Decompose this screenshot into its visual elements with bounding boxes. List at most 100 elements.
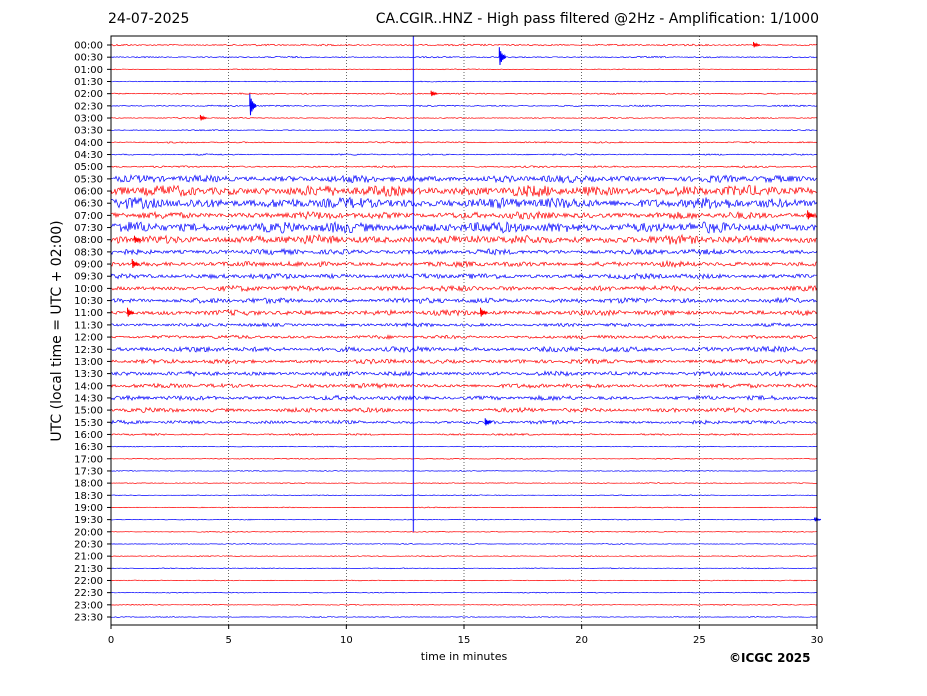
trace-17:00 <box>110 457 818 460</box>
x-axis-label: time in minutes <box>420 650 508 663</box>
trace-16:30 <box>110 445 818 448</box>
x-tick-label: 0 <box>108 635 114 646</box>
y-tick-label: 04:00 <box>74 138 103 149</box>
y-tick-label: 05:00 <box>74 162 103 173</box>
trace-22:30 <box>110 591 818 594</box>
trace-10:00 <box>110 284 818 293</box>
trace-05:30 <box>110 173 818 184</box>
y-tick-label: 02:30 <box>74 101 103 112</box>
trace-07:00 <box>110 210 818 221</box>
date-label: 24-07-2025 <box>108 11 190 27</box>
trace-08:00 <box>110 233 818 245</box>
y-tick-label: 14:00 <box>74 381 103 392</box>
event-15:30 <box>484 418 492 426</box>
trace-11:00 <box>110 308 818 317</box>
y-tick-label: 11:30 <box>74 320 103 331</box>
event-00:30 <box>498 47 507 66</box>
event-09:00 <box>131 259 139 269</box>
event-00:00 <box>753 41 761 48</box>
y-tick-label: 06:00 <box>74 187 103 198</box>
y-tick-label: 11:00 <box>74 308 103 319</box>
y-tick-label: 07:30 <box>74 223 103 234</box>
event-11:00 <box>480 307 488 317</box>
y-tick-label: 23:00 <box>74 600 103 611</box>
y-tick-label: 19:30 <box>74 515 103 526</box>
trace-09:30 <box>110 272 818 281</box>
y-tick-label: 16:00 <box>74 430 103 441</box>
y-axis-label: UTC (local time = UTC + 02:00) <box>49 220 65 442</box>
event-11:00 <box>127 307 135 317</box>
trace-03:30 <box>110 129 818 132</box>
y-tick-label: 23:30 <box>74 612 103 623</box>
y-tick-label: 21:00 <box>74 552 103 563</box>
y-tick-label: 22:30 <box>74 588 103 599</box>
y-tick-label: 22:00 <box>74 576 103 587</box>
y-tick-label: 01:00 <box>74 65 103 76</box>
y-tick-label: 19:00 <box>74 503 103 514</box>
y-tick-label: 10:00 <box>74 284 103 295</box>
trace-23:00 <box>110 603 818 606</box>
trace-16:00 <box>110 432 817 437</box>
trace-03:00 <box>110 117 818 120</box>
y-tick-label: 16:30 <box>74 442 103 453</box>
trace-23:30 <box>110 616 818 618</box>
trace-08:30 <box>110 247 818 256</box>
trace-14:00 <box>110 382 818 390</box>
event-02:00 <box>430 90 438 97</box>
y-tick-label: 17:30 <box>74 466 103 477</box>
y-tick-label: 08:00 <box>74 235 103 246</box>
y-tick-label: 05:30 <box>74 174 103 185</box>
trace-12:00 <box>110 334 817 341</box>
trace-12:30 <box>110 345 818 354</box>
y-tick-label: 12:00 <box>74 333 103 344</box>
y-tick-label: 08:30 <box>74 247 103 258</box>
y-tick-label: 20:00 <box>74 527 103 538</box>
x-tick-label: 30 <box>811 635 824 646</box>
x-tick-label: 10 <box>340 635 353 646</box>
trace-04:30 <box>110 153 818 156</box>
event-08:00 <box>134 235 142 243</box>
event-07:00 <box>807 210 815 220</box>
trace-17:30 <box>110 470 817 472</box>
y-tick-label: 13:00 <box>74 357 103 368</box>
y-tick-label: 02:00 <box>74 89 103 100</box>
y-tick-label: 10:30 <box>74 296 103 307</box>
y-tick-label: 07:00 <box>74 211 103 222</box>
y-tick-label: 06:30 <box>74 199 103 210</box>
trace-07:30 <box>110 220 818 234</box>
trace-21:30 <box>110 567 818 570</box>
y-tick-label: 21:30 <box>74 564 103 575</box>
x-tick-label: 25 <box>693 635 706 646</box>
y-tick-label: 12:30 <box>74 345 103 356</box>
trace-21:00 <box>110 555 817 558</box>
y-tick-label: 20:30 <box>74 539 103 550</box>
y-tick-label: 18:00 <box>74 479 103 490</box>
y-tick-label: 15:30 <box>74 418 103 429</box>
y-tick-label: 09:00 <box>74 260 103 271</box>
trace-rows <box>110 36 822 618</box>
y-tick-label: 14:30 <box>74 393 103 404</box>
event-03:00 <box>199 114 208 121</box>
y-tick-label: 00:30 <box>74 53 103 64</box>
y-tick-label: 03:30 <box>74 126 103 137</box>
y-tick-label: 01:30 <box>74 77 103 88</box>
vertical-grid <box>228 36 700 625</box>
plot-frame <box>110 35 818 626</box>
x-ticks: 0 5 10 15 20 25 30 <box>108 625 824 646</box>
trace-10:30 <box>110 296 818 305</box>
x-tick-label: 20 <box>575 635 588 646</box>
event-02:30 <box>249 93 257 116</box>
trace-15:30 <box>110 419 818 426</box>
y-tick-label: 03:00 <box>74 114 103 125</box>
y-tick-label: 04:30 <box>74 150 103 161</box>
y-tick-label: 18:30 <box>74 491 103 502</box>
trace-09:00 <box>110 259 818 269</box>
event-19:30 <box>814 516 822 523</box>
chart-title: CA.CGIR..HNZ - High pass filtered @2Hz -… <box>375 11 819 27</box>
trace-15:00 <box>110 406 818 414</box>
y-tick-label: 17:00 <box>74 454 103 465</box>
y-tick-label: 15:00 <box>74 406 103 417</box>
copyright-label: ©ICGC 2025 <box>729 651 811 665</box>
